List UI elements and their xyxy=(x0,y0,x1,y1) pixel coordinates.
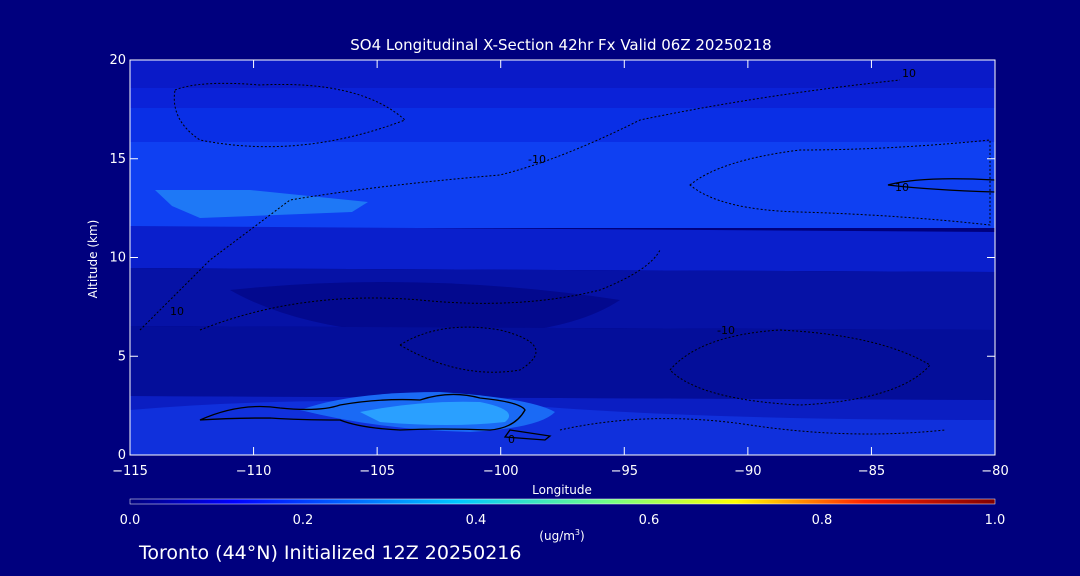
y-tick-label: 0 xyxy=(118,448,126,463)
y-tick-label: 15 xyxy=(109,152,126,167)
contour-solid-1 xyxy=(199,393,526,431)
contour-dotted-4 xyxy=(199,249,661,331)
layer-upper-band xyxy=(130,108,995,144)
y-axis: 0 5 10 15 20 xyxy=(109,53,995,463)
contour-label: 10 xyxy=(170,305,184,318)
contour-label: -10 xyxy=(528,153,546,166)
layer-top xyxy=(130,60,995,90)
colorbar-tick-label: 0.6 xyxy=(639,513,660,528)
contour-dotted-7 xyxy=(559,418,946,435)
x-tick-label: −100 xyxy=(483,464,519,479)
colorbar xyxy=(129,498,996,505)
footer-station: Toronto (44°N) Initialized 12Z 20250216 xyxy=(139,542,522,564)
colorbar-label-exponent: 3 xyxy=(574,528,581,537)
contour-label: -10 xyxy=(717,324,735,337)
x-tick-label: −115 xyxy=(112,464,148,479)
contour-dotted-3 xyxy=(689,139,991,226)
contour-lines xyxy=(139,79,995,441)
contour-dotted-6 xyxy=(399,326,537,373)
colorbar-tick-label: 0.8 xyxy=(812,513,833,528)
x-tick-label: −105 xyxy=(359,464,395,479)
chart-title: SO4 Longitudinal X-Section 42hr Fx Valid… xyxy=(350,36,772,54)
contour-dotted-5 xyxy=(669,329,931,406)
upper-plume xyxy=(155,190,368,218)
contour-label: 0 xyxy=(508,433,515,446)
y-tick-label: 20 xyxy=(109,53,126,68)
layer-mid-upper xyxy=(130,226,995,272)
colorbar-tick-label: 0.4 xyxy=(466,513,487,528)
contour-label: 10 xyxy=(895,181,909,194)
contour-label: 10 xyxy=(902,67,916,80)
contour-solid-3 xyxy=(887,178,995,193)
colorbar-label-close: ) xyxy=(580,529,585,543)
colorbar-tick-label: 1.0 xyxy=(985,513,1006,528)
layer-lower-mid xyxy=(130,326,995,400)
x-tick-label: −90 xyxy=(734,464,761,479)
x-axis-label: Longitude xyxy=(532,483,592,497)
y-tick-label: 10 xyxy=(109,251,126,266)
colorbar-tick-label: 0.0 xyxy=(120,513,141,528)
colorbar-tick-label: 0.2 xyxy=(293,513,314,528)
colorbar-ticks: 0.0 0.2 0.4 0.6 0.8 1.0 xyxy=(120,513,1006,528)
concentration-field xyxy=(130,60,995,455)
contour-labels: 10 -10 10 -10 0 10 xyxy=(170,67,916,446)
x-tick-label: −80 xyxy=(981,464,1008,479)
contour-solid-2 xyxy=(503,429,552,441)
x-tick-label: −95 xyxy=(611,464,638,479)
x-axis: −115 −110 −105 −100 −95 −90 −85 −80 xyxy=(112,60,1009,479)
y-axis-label: Altitude (km) xyxy=(86,219,100,299)
colorbar-label-unit: (ug/m xyxy=(539,529,575,543)
layer-upper xyxy=(130,88,995,110)
colorbar-label: (ug/m3) xyxy=(539,528,584,543)
x-tick-label: −85 xyxy=(858,464,885,479)
x-tick-label: −110 xyxy=(236,464,272,479)
layer-mid-dark xyxy=(230,282,620,336)
surface-plume-core xyxy=(360,401,510,425)
y-tick-label: 5 xyxy=(118,349,126,364)
